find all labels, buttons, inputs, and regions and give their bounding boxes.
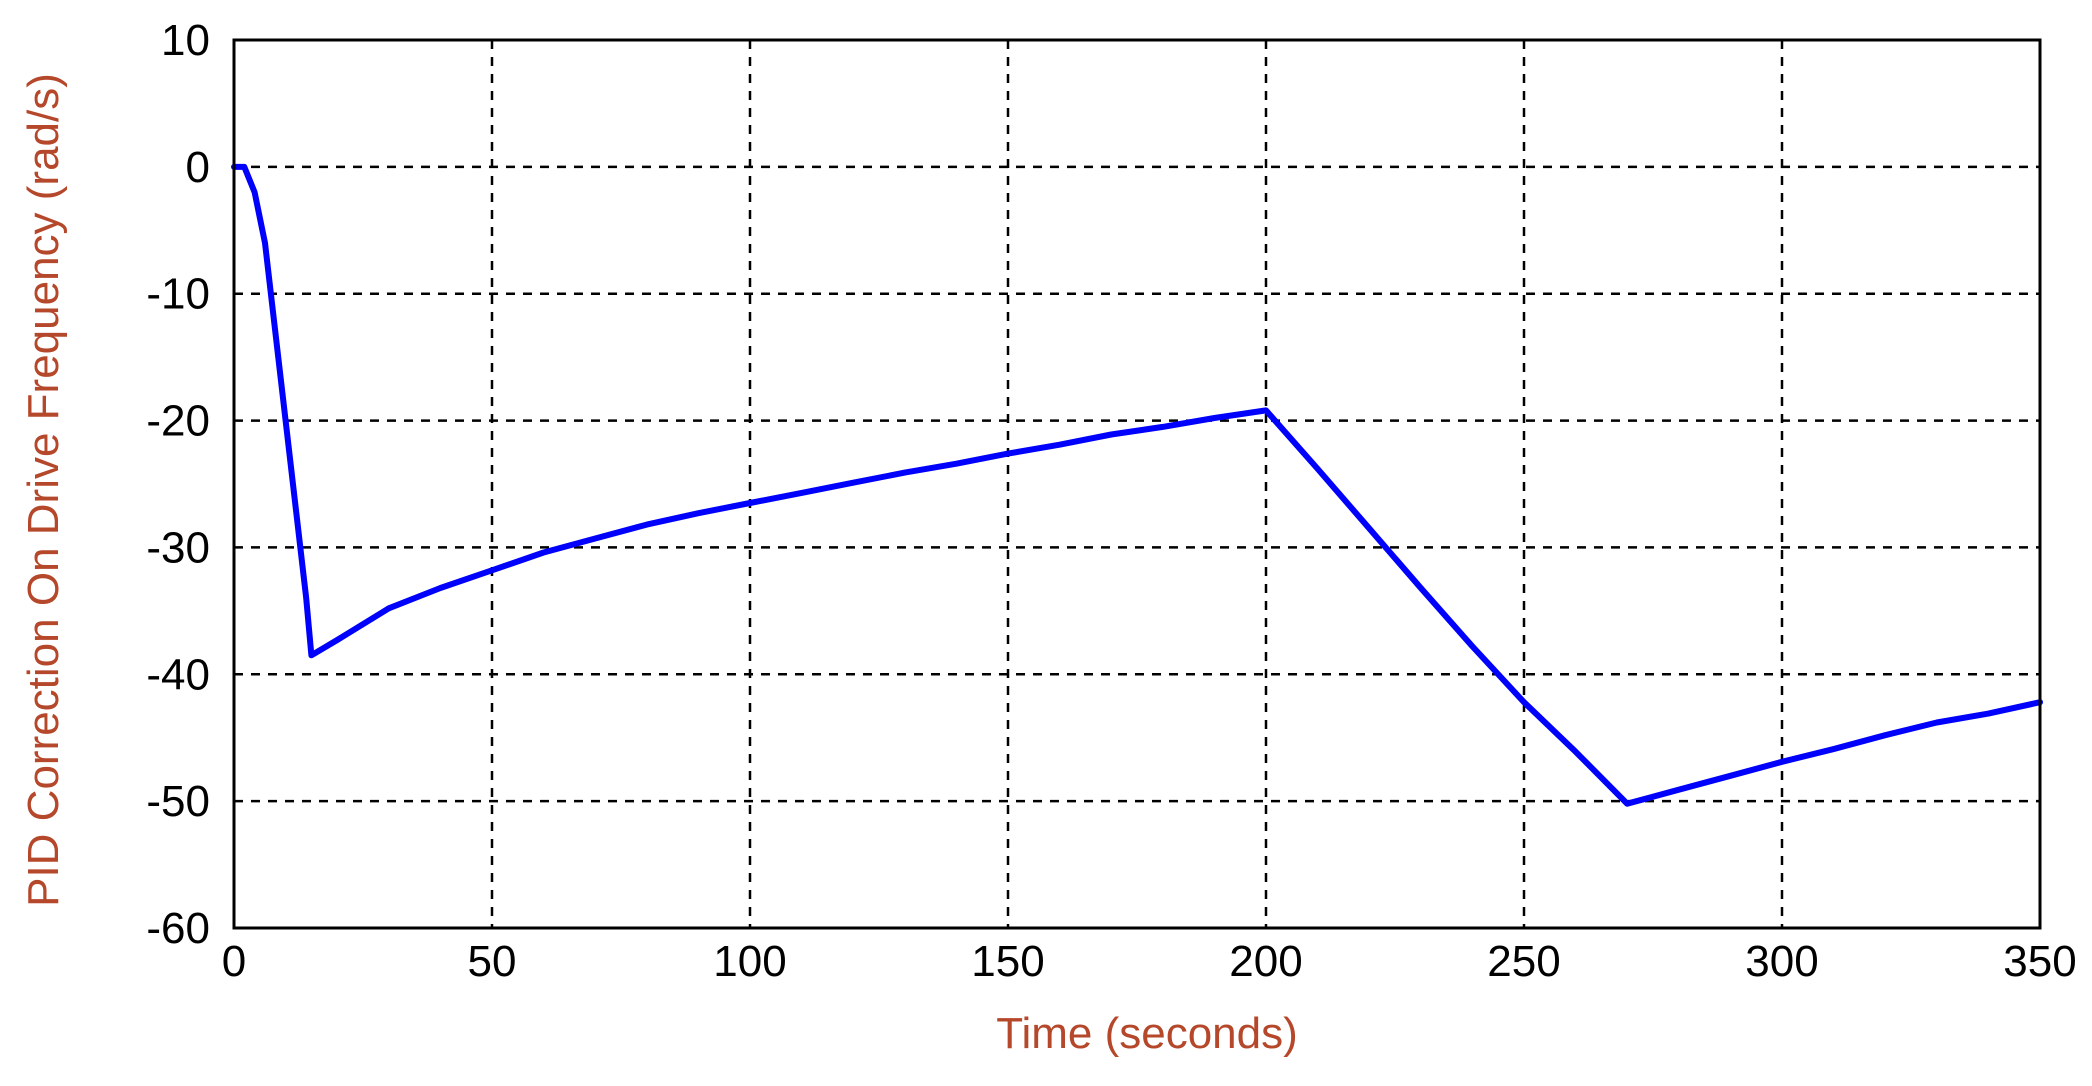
y-tick-labels: 10 0 -10 -20 -30 -40 -50 -60 xyxy=(146,16,210,953)
x-tick-label: 150 xyxy=(971,937,1044,986)
y-tick-label: -30 xyxy=(146,523,210,572)
x-tick-label: 250 xyxy=(1487,937,1560,986)
x-tick-label: 200 xyxy=(1229,937,1302,986)
y-tick-label: 0 xyxy=(186,143,210,192)
plot-frame xyxy=(232,38,2042,930)
y-tick-label: 10 xyxy=(161,16,210,65)
series-layer xyxy=(231,163,2043,807)
x-tick-label: 0 xyxy=(222,937,246,986)
x-tick-label: 350 xyxy=(2003,937,2076,986)
x-axis-title: Time (seconds) xyxy=(996,1009,1298,1058)
y-tick-label: -20 xyxy=(146,397,210,446)
series-line-0 xyxy=(231,163,2043,807)
y-tick-label: -10 xyxy=(146,270,210,319)
y-tick-label: -50 xyxy=(146,777,210,826)
y-tick-label: -60 xyxy=(146,904,210,953)
y-axis-title: PID Correction On Drive Frequency (rad/s… xyxy=(19,73,68,907)
x-tick-label: 100 xyxy=(713,937,786,986)
y-tick-label: -40 xyxy=(146,650,210,699)
x-tick-label: 50 xyxy=(468,937,517,986)
x-tick-labels: 0 50 100 150 200 250 300 350 xyxy=(222,937,2077,986)
x-tick-label: 300 xyxy=(1745,937,1818,986)
